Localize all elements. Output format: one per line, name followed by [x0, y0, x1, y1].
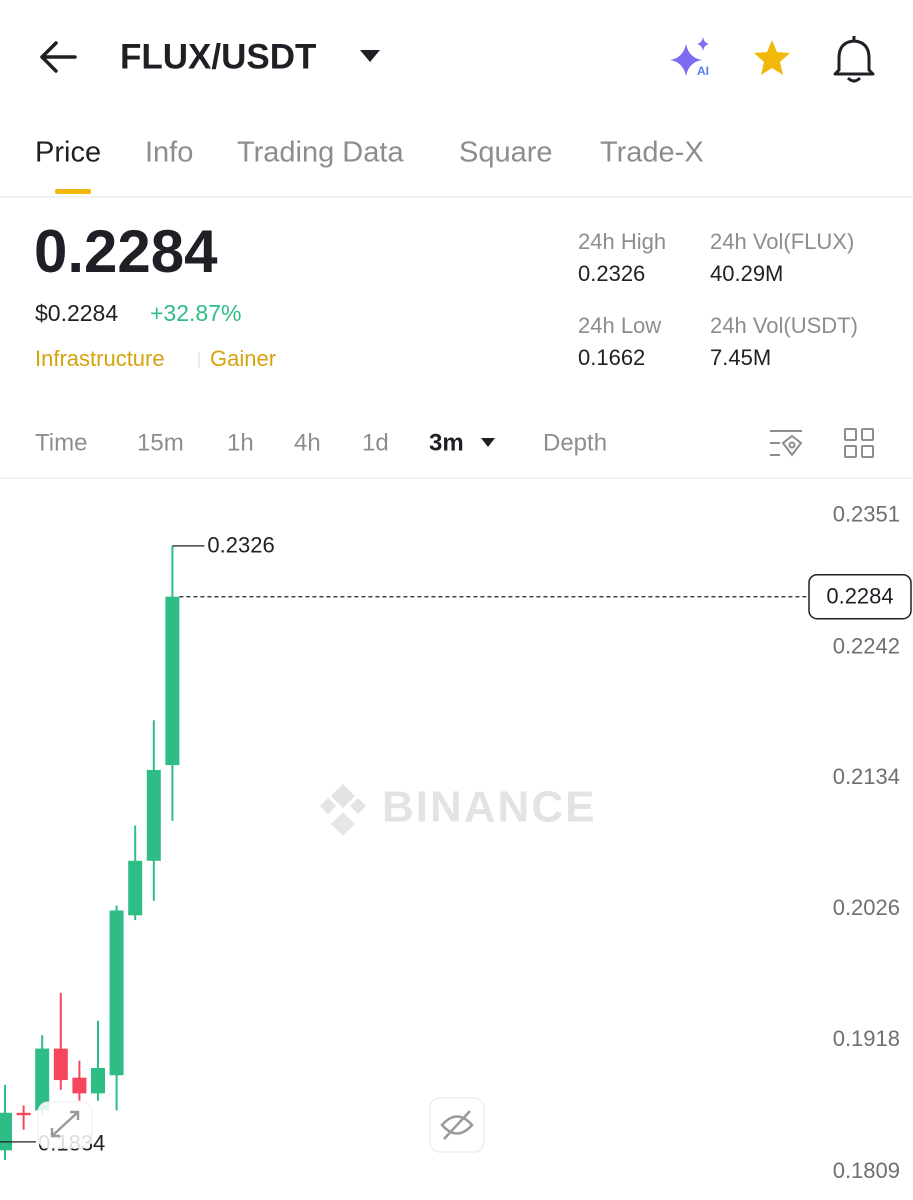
- hide-indicators-button[interactable]: [429, 1097, 485, 1153]
- candle-body: [146, 769, 161, 861]
- stat-value: 40.29M: [710, 261, 783, 286]
- ai-button[interactable]: AI: [670, 37, 709, 78]
- fullscreen-button[interactable]: [37, 1101, 93, 1149]
- y-tick-label: 0.2026: [833, 895, 900, 920]
- candle-body: [91, 1067, 105, 1094]
- stat-label: 24h Low: [578, 313, 661, 338]
- interval-option[interactable]: 1h: [227, 429, 254, 456]
- favorite-star[interactable]: [754, 40, 790, 75]
- interval-option[interactable]: Time: [35, 429, 87, 456]
- stat-value: 0.1662: [578, 345, 645, 370]
- candle-body: [72, 1077, 87, 1094]
- stat-label: 24h High: [578, 229, 666, 254]
- last-price-tag: [808, 573, 912, 620]
- tab-bar: Price Info Trading Data Square Trade-X: [35, 137, 704, 169]
- interval-option[interactable]: 1d: [362, 429, 389, 456]
- stat-value: 7.45M: [710, 345, 771, 370]
- price-change: +32.87%: [150, 300, 241, 326]
- last-price-label: 0.2284: [826, 584, 893, 609]
- layout-grid[interactable]: [844, 428, 874, 458]
- candle-body: [35, 1048, 50, 1111]
- stat-label: 24h Vol(FLUX): [710, 229, 854, 254]
- candle-body: [0, 1112, 12, 1151]
- pair-dropdown[interactable]: [360, 50, 380, 62]
- stat-label: 24h Vol(USDT): [710, 313, 858, 338]
- high-marker-label: 0.2326: [207, 533, 274, 558]
- usd-price: $0.2284: [35, 300, 118, 326]
- watermark-logo: [320, 784, 366, 836]
- interval-option[interactable]: 4h: [294, 429, 321, 456]
- active-tab-indicator: [55, 189, 91, 194]
- stat-value: 0.2326: [578, 261, 645, 286]
- back-button[interactable]: [40, 41, 77, 73]
- candle-body: [165, 596, 180, 766]
- tag[interactable]: Infrastructure: [35, 346, 165, 371]
- y-tick-label: 0.2351: [833, 501, 900, 526]
- interval-option[interactable]: Depth: [543, 429, 607, 456]
- pair-title[interactable]: FLUX/USDT: [120, 37, 316, 76]
- interval-option[interactable]: 3m: [429, 429, 464, 456]
- tab[interactable]: Trading Data: [237, 137, 404, 169]
- candle-body: [53, 1048, 68, 1081]
- interval-option[interactable]: 15m: [137, 429, 184, 456]
- y-tick-label: 0.2242: [833, 633, 900, 658]
- tab[interactable]: Info: [145, 137, 193, 169]
- y-tick-label: 0.1918: [833, 1026, 900, 1051]
- svg-text:AI: AI: [697, 64, 709, 78]
- y-tick-label: 0.2134: [833, 764, 900, 789]
- candle-body: [128, 860, 143, 916]
- candlestick-chart: 0.2351 0.2242 0.2134 0.2026 0.1918 0.1809 0.23…: [0, 501, 912, 1183]
- interval-bar: Time 15m 1h 4h 1d 3m Depth: [35, 429, 607, 456]
- tab[interactable]: Square: [459, 137, 553, 169]
- y-tick-label: 0.1809: [833, 1158, 900, 1183]
- tab[interactable]: Price: [35, 137, 101, 169]
- last-price: 0.2284: [34, 218, 218, 285]
- indicator-settings[interactable]: [770, 430, 803, 457]
- candle-body: [109, 910, 124, 1076]
- tag[interactable]: Gainer: [210, 346, 276, 371]
- watermark: BINANCE: [382, 783, 596, 832]
- alert-bell[interactable]: [833, 36, 875, 83]
- tab[interactable]: Trade-X: [600, 137, 704, 169]
- interval-dropdown[interactable]: [481, 438, 495, 447]
- candle-body: [16, 1112, 31, 1116]
